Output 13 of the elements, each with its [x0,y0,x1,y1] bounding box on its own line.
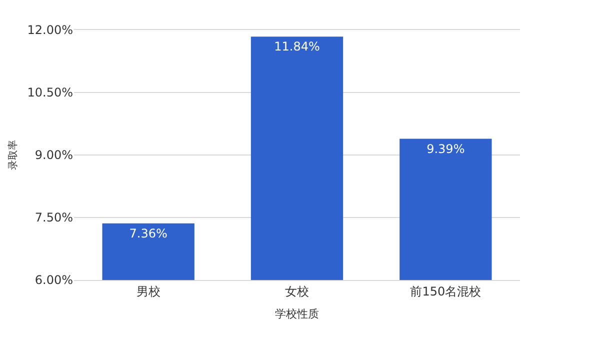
y-tick-label: 9.00% [34,148,73,162]
y-tick-label: 12.00% [27,23,73,38]
y-tick-label: 6.00% [34,273,73,288]
data-label: 11.84% [274,40,320,54]
x-axis-title: 学校性质 [275,308,319,321]
y-tick-label: 7.50% [34,210,73,225]
x-tick-label: 女校 [285,284,309,298]
x-tick-label: 前150名混校 [410,284,482,298]
data-label: 7.36% [129,226,168,240]
x-tick-label: 男校 [136,284,160,298]
data-label: 9.39% [426,142,465,156]
y-tick-label: 10.50% [27,86,73,100]
y-axis-title: 录取率 [7,140,20,170]
